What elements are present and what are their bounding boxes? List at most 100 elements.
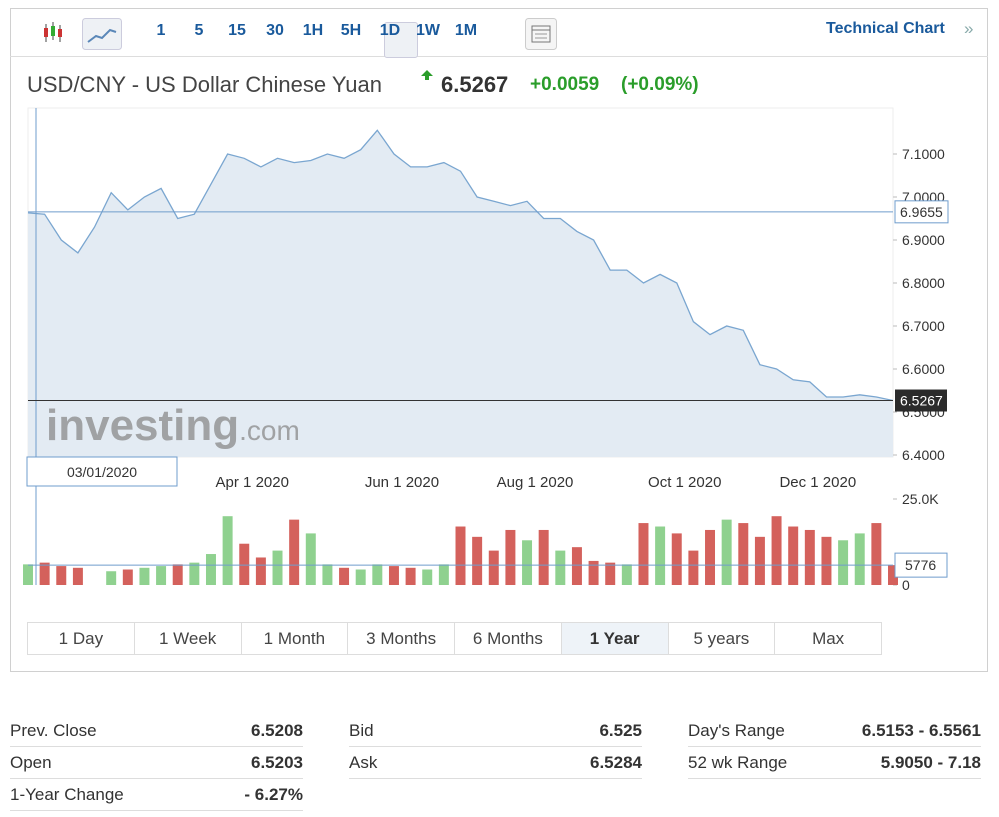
date-label: 03/01/2020 xyxy=(67,464,137,480)
volume-bar xyxy=(39,562,50,585)
stat-value: 6.5203 xyxy=(251,753,303,772)
stat-row: Open 6.5203 xyxy=(10,747,303,779)
quote-change: +0.0059 xyxy=(530,74,600,95)
line-icon[interactable] xyxy=(82,18,122,50)
stat-value: 6.5153 - 6.5561 xyxy=(861,721,981,740)
range-button[interactable]: 3 Months xyxy=(348,623,455,654)
volume-bar xyxy=(705,529,716,585)
interval-button[interactable]: 1M xyxy=(454,22,478,39)
candles-icon[interactable] xyxy=(40,20,66,46)
range-button[interactable]: Max xyxy=(812,629,845,648)
x-tick-label: Apr 1 2020 xyxy=(216,474,289,491)
price-chart: investing.com6.40006.50006.60006.70006.8… xyxy=(23,107,949,593)
volume-bar xyxy=(405,567,416,585)
indicators-icon[interactable] xyxy=(525,18,557,50)
y-tick-label: 6.6000 xyxy=(902,361,945,377)
range-button[interactable]: 1 Week xyxy=(135,623,242,654)
volume-bar xyxy=(322,564,333,585)
price-line xyxy=(27,129,894,402)
chart-widget xyxy=(10,8,988,672)
stat-label: Ask xyxy=(349,753,378,772)
stat-label: Open xyxy=(10,753,52,772)
last-value: 6.5267 xyxy=(900,393,943,409)
volume-bar xyxy=(156,566,167,585)
volume-bar xyxy=(505,529,516,585)
volume-bar xyxy=(72,567,83,585)
volume-bar xyxy=(189,562,200,585)
volume-bar xyxy=(388,566,399,585)
stat-label: 1-Year Change xyxy=(10,785,124,804)
range-button[interactable]: 6 Months xyxy=(455,623,562,654)
volume-bar xyxy=(671,533,682,585)
volume-bar xyxy=(422,569,433,585)
x-tick-label: Jun 1 2020 xyxy=(365,474,439,491)
volume-bar xyxy=(522,540,533,585)
y-tick-label: 6.7000 xyxy=(902,318,945,334)
date-badge xyxy=(26,456,178,487)
volume-bar xyxy=(139,567,150,585)
stat-row: Prev. Close 6.5208 xyxy=(10,715,303,747)
stat-value: 5.9050 - 7.18 xyxy=(880,753,981,772)
stat-value: 6.5208 xyxy=(251,721,303,740)
volume-bar xyxy=(871,523,882,585)
volume-bar xyxy=(588,560,599,585)
volume-bar xyxy=(472,536,483,585)
crosshair-badge xyxy=(894,200,949,224)
y-tick-label: 6.8000 xyxy=(902,275,945,291)
y-tick-label: 6.9000 xyxy=(902,232,945,248)
volume-bar xyxy=(339,567,350,585)
volume-bar xyxy=(222,516,233,585)
stat-row: 52 wk Range 5.9050 - 7.18 xyxy=(688,747,981,779)
interval-button[interactable]: 1W xyxy=(416,22,440,39)
watermark-main: investing xyxy=(46,401,239,450)
volume-bar xyxy=(804,529,815,585)
interval-button[interactable]: 15 xyxy=(228,22,246,39)
watermark: investing.com xyxy=(46,401,300,450)
range-buttons: 1 Day 1 Week 1 Month 3 Months 6 Months 1 Year… xyxy=(27,622,882,655)
stat-value: 6.5284 xyxy=(590,753,642,772)
volume-tick-label: 25.0K xyxy=(902,491,939,507)
up-arrow xyxy=(421,70,433,80)
volume-bar xyxy=(605,562,616,585)
quote-last: 6.5267 xyxy=(441,72,509,97)
toolbar xyxy=(10,8,988,58)
volume-bar xyxy=(655,526,666,585)
technical-chart-link[interactable]: Technical Chart xyxy=(826,20,945,37)
volume-bar xyxy=(255,557,266,585)
range-button[interactable]: 1 Month xyxy=(242,623,349,654)
interval-button[interactable]: 5 xyxy=(194,22,204,39)
volume-bar xyxy=(838,540,849,585)
volume-bar xyxy=(23,564,33,585)
volume-bar xyxy=(488,550,499,585)
interval-button[interactable]: 1 xyxy=(156,22,166,39)
stat-row: Bid 6.525 xyxy=(349,715,642,747)
last-badge xyxy=(895,389,947,412)
volume-bar xyxy=(122,569,133,585)
volume-badge xyxy=(894,552,948,578)
volume-bar xyxy=(888,565,898,585)
volume-bar xyxy=(239,543,250,585)
interval-button[interactable]: 5H xyxy=(340,22,362,39)
volume-bar xyxy=(754,536,765,585)
volume-bar xyxy=(721,519,732,585)
interval-button[interactable]: 1H xyxy=(302,22,324,39)
volume-bar xyxy=(455,526,466,585)
interval-button[interactable]: 1D xyxy=(379,22,401,39)
volume-bar xyxy=(372,564,383,585)
crosshair-value: 6.9655 xyxy=(900,204,943,220)
volume-bar xyxy=(621,564,632,585)
quote-title: USD/CNY - US Dollar Chinese Yuan xyxy=(27,72,383,97)
volume-bar xyxy=(205,554,216,585)
watermark-dom: .com xyxy=(239,415,300,446)
y-tick-label: 7.1000 xyxy=(902,146,945,162)
y-tick-label: 6.4000 xyxy=(902,447,945,463)
volume-bar xyxy=(555,550,566,585)
range-button[interactable]: 5 years xyxy=(669,623,776,654)
quote-change-pct: (+0.09%) xyxy=(621,74,699,95)
stat-label: 52 wk Range xyxy=(688,753,788,772)
range-button[interactable]: 1 Day xyxy=(28,623,135,654)
range-button[interactable]: 1 Year xyxy=(561,623,669,654)
stat-label: Day's Range xyxy=(688,721,785,740)
interval-button[interactable]: 30 xyxy=(266,22,284,39)
